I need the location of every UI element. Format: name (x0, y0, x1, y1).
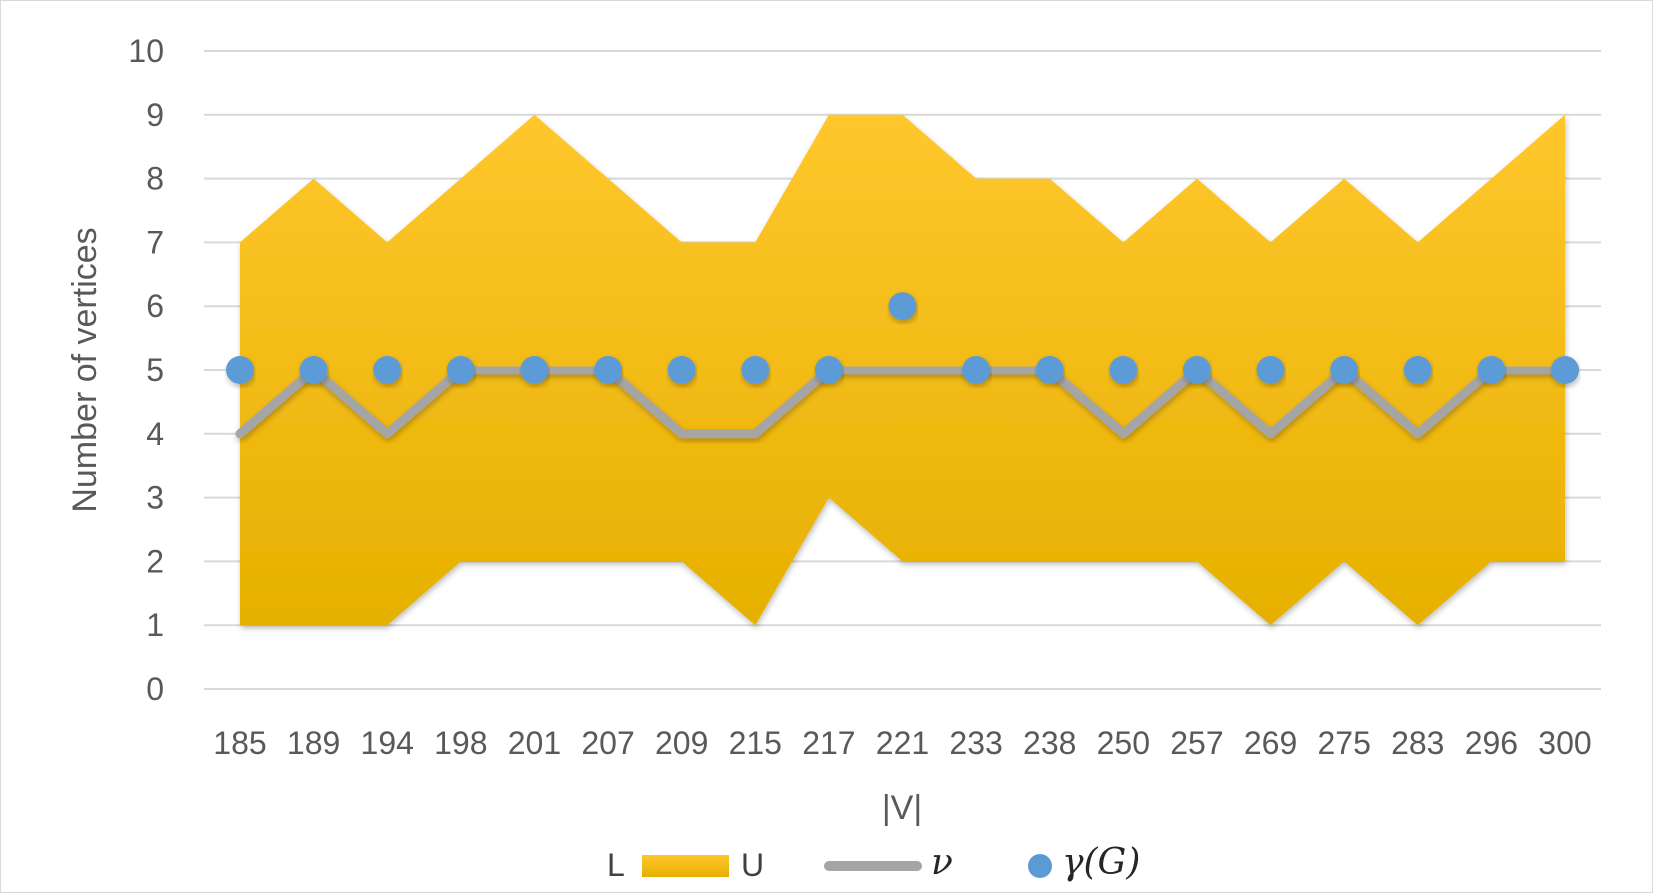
y-tick-label: 10 (128, 33, 164, 69)
x-tick-label: 300 (1538, 725, 1591, 761)
x-tick-label: 185 (213, 725, 266, 761)
y-tick-label: 3 (146, 480, 164, 516)
y-axis-title: Number of vertices (66, 227, 104, 512)
gamma-point-257 (1182, 356, 1211, 384)
gamma-point-189 (299, 356, 328, 384)
gamma-point-209 (667, 356, 696, 384)
legend-label-l: L (607, 847, 625, 883)
y-tick-label: 4 (146, 416, 164, 452)
gamma-point-300 (1551, 356, 1579, 384)
x-tick-labels: 185 189 194 198 201 207 209 215 217 221 233 238 250 2… (213, 725, 1591, 761)
legend-label-nu: ν (931, 842, 953, 883)
y-tick-label: 2 (146, 543, 164, 579)
x-tick-label: 283 (1391, 725, 1444, 761)
y-tick-label: 1 (146, 607, 164, 643)
gamma-point-185 (226, 356, 254, 384)
y-tick-label: 0 (146, 671, 164, 707)
x-tick-label: 217 (802, 725, 855, 761)
y-tick-label: 7 (146, 224, 164, 260)
x-tick-label: 275 (1317, 725, 1370, 761)
x-tick-label: 221 (876, 725, 929, 761)
x-tick-label: 296 (1465, 725, 1518, 761)
legend-label-u: U (741, 847, 764, 883)
gamma-point-198 (446, 356, 475, 384)
gamma-point-207 (594, 356, 623, 384)
x-tick-label: 257 (1170, 725, 1223, 761)
x-tick-label: 198 (434, 725, 487, 761)
x-tick-label: 269 (1244, 725, 1297, 761)
x-tick-label: 209 (655, 725, 708, 761)
gamma-point-275 (1330, 356, 1359, 384)
gamma-points (226, 292, 1579, 384)
legend-band-swatch (642, 855, 729, 877)
legend-label-gamma: γ(G) (1062, 842, 1140, 883)
gamma-point-238 (1035, 356, 1064, 384)
gamma-point-201 (520, 356, 549, 384)
y-tick-label: 8 (146, 161, 164, 197)
x-tick-label: 194 (361, 725, 414, 761)
x-tick-label: 189 (287, 725, 340, 761)
y-tick-label: 5 (146, 352, 164, 388)
x-tick-label: 233 (949, 725, 1002, 761)
gamma-point-221 (888, 292, 917, 321)
x-tick-label: 238 (1023, 725, 1076, 761)
x-tick-label: 201 (508, 725, 561, 761)
gamma-point-233 (962, 356, 991, 384)
gamma-point-269 (1256, 356, 1285, 384)
x-axis-title: |V| (882, 789, 922, 827)
gamma-point-217 (814, 356, 843, 384)
gamma-point-283 (1403, 356, 1432, 384)
y-tick-labels: 0 1 2 3 4 5 6 7 8 9 10 (128, 33, 164, 707)
gamma-point-215 (741, 356, 770, 384)
y-tick-label: 6 (146, 288, 164, 324)
x-tick-label: 215 (729, 725, 782, 761)
x-tick-label: 207 (581, 725, 634, 761)
gamma-point-296 (1477, 356, 1506, 384)
y-tick-label: 9 (146, 97, 164, 133)
x-tick-label: 250 (1097, 725, 1150, 761)
gamma-point-194 (373, 356, 402, 384)
gamma-point-250 (1109, 356, 1138, 384)
legend: L U ν γ(G) (607, 842, 1140, 883)
legend-gamma-point-swatch (1028, 854, 1052, 878)
